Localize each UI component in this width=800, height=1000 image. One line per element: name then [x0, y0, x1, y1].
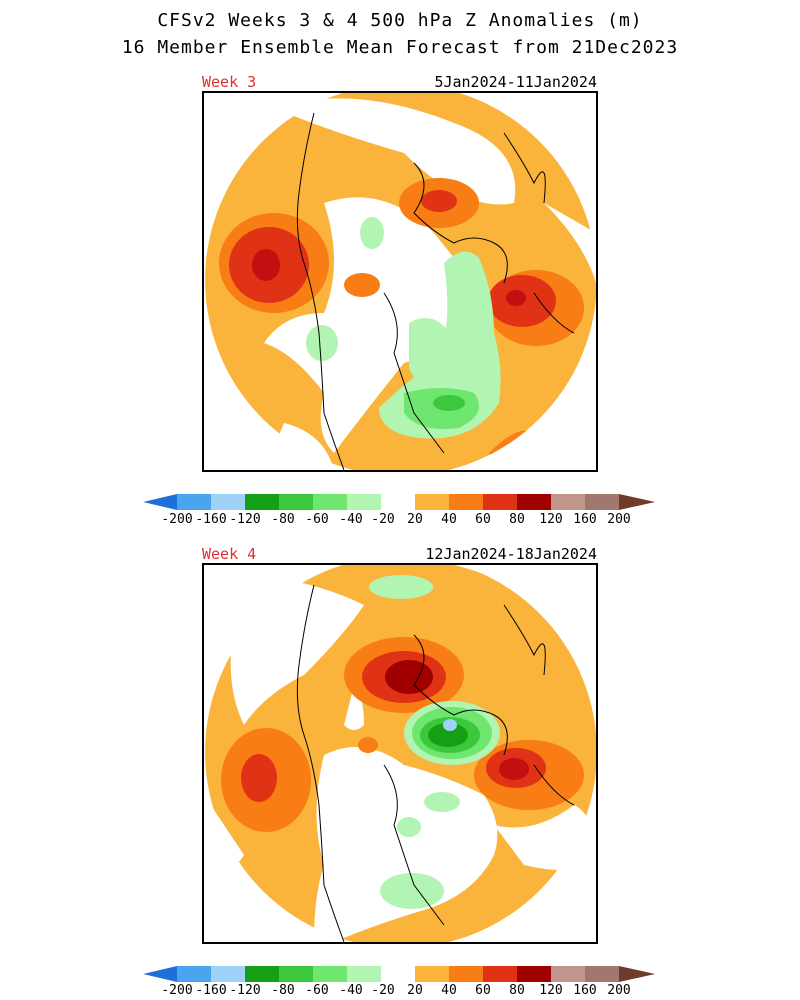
colorbar-tick: -20: [371, 512, 395, 527]
positive-anomaly-center: [506, 290, 526, 306]
colorbar-tick: 200: [607, 512, 631, 527]
positive-anomaly-center: [421, 190, 457, 212]
colorbar-tick: -60: [305, 983, 329, 998]
week3-map: [202, 91, 598, 472]
week4-colorbar-labels: -200 -160 -120 -80 -60 -40 -20 20 40 60 …: [143, 983, 663, 999]
week4-dates: 12Jan2024-18Jan2024: [425, 545, 597, 563]
figure-title: CFSv2 Weeks 3 & 4 500 hPa Z Anomalies (m…: [157, 10, 643, 31]
neutral-region: [230, 575, 364, 725]
colorbar-tick: 40: [441, 512, 457, 527]
colorbar-tick: -160: [195, 983, 227, 998]
colorbar-tick: -40: [339, 512, 363, 527]
colorbar-tick: -80: [271, 983, 295, 998]
colorbar-tick: -60: [305, 512, 329, 527]
positive-anomaly-center: [358, 737, 378, 753]
week3-colorbar-labels: -200 -160 -120 -80 -60 -40 -20 20 40 60 …: [143, 512, 663, 528]
colorbar-tick: -80: [271, 512, 295, 527]
colorbar-tick: 200: [607, 983, 631, 998]
colorbar-tick: 160: [573, 983, 597, 998]
colorbar-tick: 120: [539, 983, 563, 998]
colorbar-tick: -120: [229, 512, 261, 527]
colorbar-tick: 60: [475, 512, 491, 527]
negative-anomaly-region: [380, 873, 444, 909]
colorbar-arrow-high: [619, 494, 655, 510]
colorbar-tick: -40: [339, 983, 363, 998]
negative-anomaly-region: [306, 325, 338, 361]
week4-label: Week 4: [202, 545, 257, 563]
negative-anomaly-region: [409, 318, 456, 393]
colorbar-tick: 40: [441, 983, 457, 998]
colorbar-arrow-low: [143, 494, 177, 510]
colorbar-tick: 20: [407, 512, 423, 527]
colorbar-tick: 80: [509, 512, 525, 527]
positive-anomaly-center: [344, 273, 380, 297]
colorbar-tick: 60: [475, 983, 491, 998]
neutral-region: [274, 98, 516, 205]
coastlines: [296, 584, 575, 942]
negative-anomaly-region: [369, 575, 433, 599]
colorbar-tick: 120: [539, 512, 563, 527]
colorbar-tick: -160: [195, 512, 227, 527]
week3-dates: 5Jan2024-11Jan2024: [434, 73, 597, 91]
positive-anomaly-center: [499, 758, 529, 780]
neutral-region: [264, 197, 494, 453]
week3-colorbar: [143, 494, 655, 510]
colorbar-arrow-low: [143, 966, 177, 982]
week4-map: [202, 563, 598, 944]
colorbar-tick: -20: [371, 983, 395, 998]
colorbar-arrow-high: [619, 966, 655, 982]
negative-anomaly-region: [428, 723, 468, 747]
colorbar-tick: 160: [573, 512, 597, 527]
colorbar-tick: -120: [229, 983, 261, 998]
figure-subtitle: 16 Member Ensemble Mean Forecast from 21…: [121, 37, 679, 58]
negative-anomaly-region: [397, 817, 421, 837]
positive-anomaly-center: [241, 754, 277, 802]
negative-anomaly-region: [433, 395, 465, 411]
neutral-region: [544, 203, 596, 283]
week3-label: Week 3: [202, 73, 257, 91]
coastlines: [296, 112, 575, 470]
positive-anomaly-center: [385, 660, 433, 694]
colorbar-tick: 20: [407, 983, 423, 998]
colorbar-tick: -200: [161, 512, 193, 527]
colorbar-tick: 80: [509, 983, 525, 998]
week3-anomaly-map: [205, 93, 596, 470]
negative-anomaly-region: [424, 792, 460, 812]
negative-anomaly-region: [443, 719, 457, 731]
week4-anomaly-map: [205, 565, 596, 942]
week4-colorbar: [143, 966, 655, 982]
positive-anomaly-center: [252, 249, 280, 281]
colorbar-tick: -200: [161, 983, 193, 998]
negative-anomaly-region: [360, 217, 384, 249]
